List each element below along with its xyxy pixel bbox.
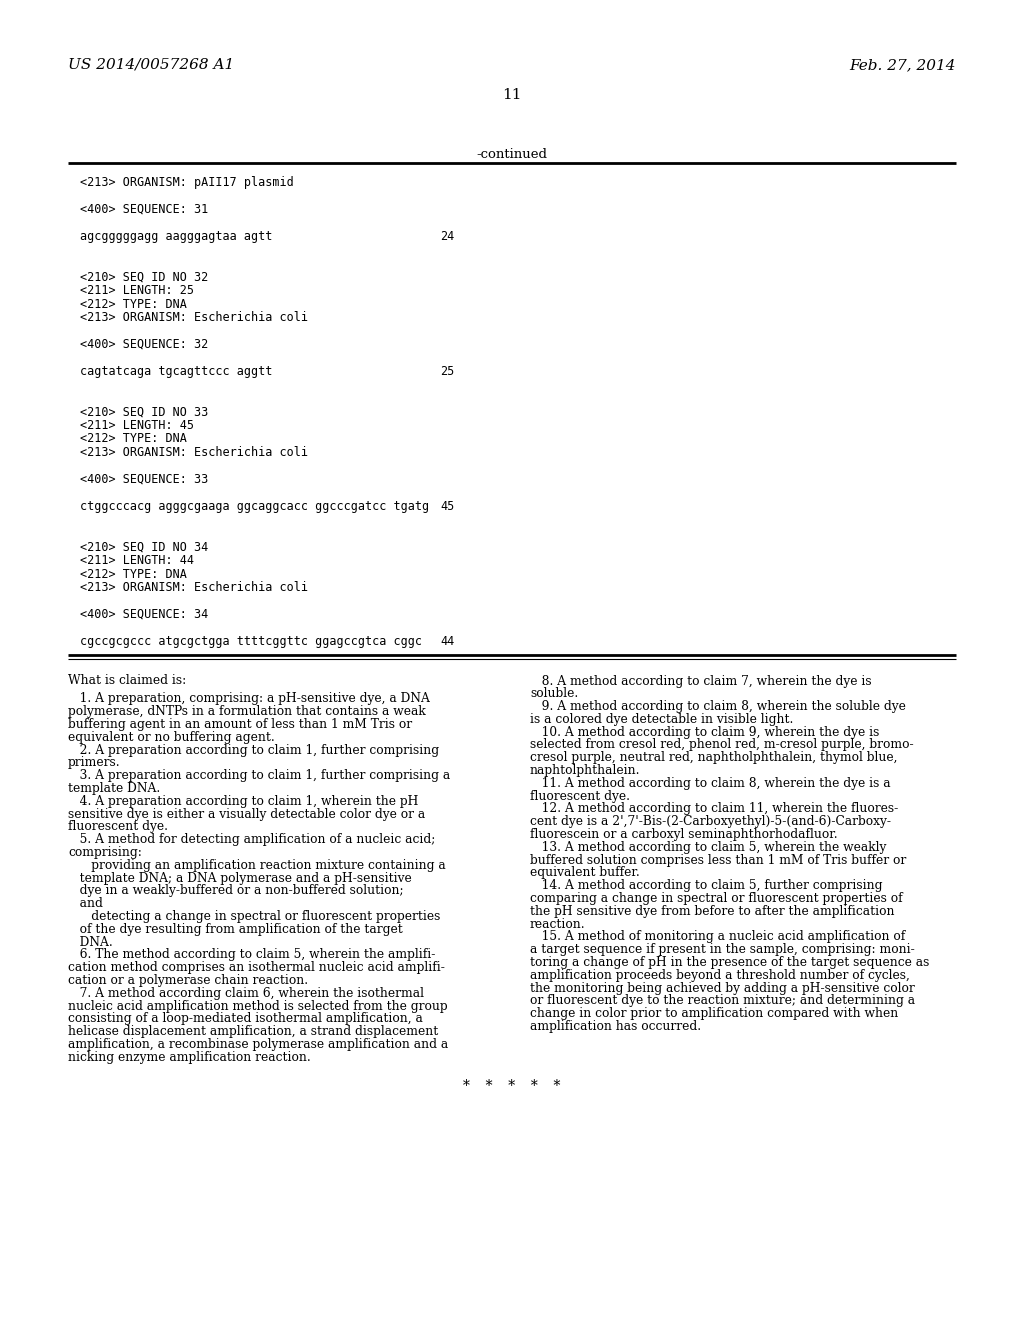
Text: sensitive dye is either a visually detectable color dye or a: sensitive dye is either a visually detec… — [68, 808, 425, 821]
Text: <400> SEQUENCE: 33: <400> SEQUENCE: 33 — [80, 473, 208, 486]
Text: amplification proceeds beyond a threshold number of cycles,: amplification proceeds beyond a threshol… — [530, 969, 910, 982]
Text: 24: 24 — [440, 230, 455, 243]
Text: 6. The method according to claim 5, wherein the amplifi-: 6. The method according to claim 5, wher… — [68, 948, 435, 961]
Text: 25: 25 — [440, 366, 455, 378]
Text: 1. A preparation, comprising: a pH-sensitive dye, a DNA: 1. A preparation, comprising: a pH-sensi… — [68, 693, 430, 705]
Text: <210> SEQ ID NO 34: <210> SEQ ID NO 34 — [80, 540, 208, 553]
Text: cresol purple, neutral red, naphtholphthalein, thymol blue,: cresol purple, neutral red, naphtholphth… — [530, 751, 897, 764]
Text: Feb. 27, 2014: Feb. 27, 2014 — [850, 58, 956, 73]
Text: 13. A method according to claim 5, wherein the weakly: 13. A method according to claim 5, where… — [530, 841, 887, 854]
Text: the monitoring being achieved by adding a pH-sensitive color: the monitoring being achieved by adding … — [530, 982, 914, 995]
Text: cation or a polymerase chain reaction.: cation or a polymerase chain reaction. — [68, 974, 308, 987]
Text: 15. A method of monitoring a nucleic acid amplification of: 15. A method of monitoring a nucleic aci… — [530, 931, 905, 944]
Text: amplification has occurred.: amplification has occurred. — [530, 1020, 701, 1034]
Text: and: and — [68, 898, 102, 911]
Text: cent dye is a 2',7'-Bis-(2-Carboxyethyl)-5-(and-6)-Carboxy-: cent dye is a 2',7'-Bis-(2-Carboxyethyl)… — [530, 816, 891, 828]
Text: fluorescent dye.: fluorescent dye. — [530, 789, 630, 803]
Text: 10. A method according to claim 9, wherein the dye is: 10. A method according to claim 9, where… — [530, 726, 880, 739]
Text: 9. A method according to claim 8, wherein the soluble dye: 9. A method according to claim 8, wherei… — [530, 700, 906, 713]
Text: of the dye resulting from amplification of the target: of the dye resulting from amplification … — [68, 923, 402, 936]
Text: buffering agent in an amount of less than 1 mM Tris or: buffering agent in an amount of less tha… — [68, 718, 412, 731]
Text: detecting a change in spectral or fluorescent properties: detecting a change in spectral or fluore… — [68, 909, 440, 923]
Text: 8. A method according to claim 7, wherein the dye is: 8. A method according to claim 7, wherei… — [530, 675, 871, 688]
Text: dye in a weakly-buffered or a non-buffered solution;: dye in a weakly-buffered or a non-buffer… — [68, 884, 403, 898]
Text: 4. A preparation according to claim 1, wherein the pH: 4. A preparation according to claim 1, w… — [68, 795, 419, 808]
Text: <400> SEQUENCE: 31: <400> SEQUENCE: 31 — [80, 203, 208, 216]
Text: DNA.: DNA. — [68, 936, 113, 949]
Text: *   *   *   *   *: * * * * * — [463, 1078, 561, 1093]
Text: buffered solution comprises less than 1 mM of Tris buffer or: buffered solution comprises less than 1 … — [530, 854, 906, 867]
Text: 11. A method according to claim 8, wherein the dye is a: 11. A method according to claim 8, where… — [530, 777, 891, 789]
Text: providing an amplification reaction mixture containing a: providing an amplification reaction mixt… — [68, 859, 445, 871]
Text: agcgggggagg aagggagtaa agtt: agcgggggagg aagggagtaa agtt — [80, 230, 272, 243]
Text: selected from cresol red, phenol red, m-cresol purple, bromo-: selected from cresol red, phenol red, m-… — [530, 738, 913, 751]
Text: a target sequence if present in the sample, comprising: moni-: a target sequence if present in the samp… — [530, 944, 914, 956]
Text: 44: 44 — [440, 635, 455, 648]
Text: <211> LENGTH: 45: <211> LENGTH: 45 — [80, 418, 194, 432]
Text: or fluorescent dye to the reaction mixture; and determining a: or fluorescent dye to the reaction mixtu… — [530, 994, 915, 1007]
Text: template DNA; a DNA polymerase and a pH-sensitive: template DNA; a DNA polymerase and a pH-… — [68, 871, 412, 884]
Text: the pH sensitive dye from before to after the amplification: the pH sensitive dye from before to afte… — [530, 906, 895, 917]
Text: 3. A preparation according to claim 1, further comprising a: 3. A preparation according to claim 1, f… — [68, 770, 451, 783]
Text: <211> LENGTH: 44: <211> LENGTH: 44 — [80, 554, 194, 568]
Text: polymerase, dNTPs in a formulation that contains a weak: polymerase, dNTPs in a formulation that … — [68, 705, 426, 718]
Text: fluorescein or a carboxyl seminaphthorhodafluor.: fluorescein or a carboxyl seminaphthorho… — [530, 828, 838, 841]
Text: 5. A method for detecting amplification of a nucleic acid;: 5. A method for detecting amplification … — [68, 833, 435, 846]
Text: <212> TYPE: DNA: <212> TYPE: DNA — [80, 433, 186, 446]
Text: equivalent or no buffering agent.: equivalent or no buffering agent. — [68, 731, 274, 743]
Text: fluorescent dye.: fluorescent dye. — [68, 821, 168, 833]
Text: -continued: -continued — [476, 148, 548, 161]
Text: 14. A method according to claim 5, further comprising: 14. A method according to claim 5, furth… — [530, 879, 883, 892]
Text: cagtatcaga tgcagttccc aggtt: cagtatcaga tgcagttccc aggtt — [80, 366, 272, 378]
Text: <213> ORGANISM: Escherichia coli: <213> ORGANISM: Escherichia coli — [80, 312, 308, 323]
Text: <212> TYPE: DNA: <212> TYPE: DNA — [80, 568, 186, 581]
Text: 11: 11 — [502, 88, 522, 102]
Text: 12. A method according to claim 11, wherein the fluores-: 12. A method according to claim 11, wher… — [530, 803, 898, 816]
Text: comparing a change in spectral or fluorescent properties of: comparing a change in spectral or fluore… — [530, 892, 902, 906]
Text: <213> ORGANISM: Escherichia coli: <213> ORGANISM: Escherichia coli — [80, 581, 308, 594]
Text: consisting of a loop-mediated isothermal amplification, a: consisting of a loop-mediated isothermal… — [68, 1012, 423, 1026]
Text: nicking enzyme amplification reaction.: nicking enzyme amplification reaction. — [68, 1051, 310, 1064]
Text: What is claimed is:: What is claimed is: — [68, 675, 186, 688]
Text: equivalent buffer.: equivalent buffer. — [530, 866, 640, 879]
Text: cgccgcgccc atgcgctgga ttttcggttc ggagccgtca cggc: cgccgcgccc atgcgctgga ttttcggttc ggagccg… — [80, 635, 422, 648]
Text: is a colored dye detectable in visible light.: is a colored dye detectable in visible l… — [530, 713, 794, 726]
Text: helicase displacement amplification, a strand displacement: helicase displacement amplification, a s… — [68, 1026, 438, 1039]
Text: 7. A method according claim 6, wherein the isothermal: 7. A method according claim 6, wherein t… — [68, 987, 424, 999]
Text: <213> ORGANISM: Escherichia coli: <213> ORGANISM: Escherichia coli — [80, 446, 308, 459]
Text: 45: 45 — [440, 500, 455, 513]
Text: <400> SEQUENCE: 32: <400> SEQUENCE: 32 — [80, 338, 208, 351]
Text: cation method comprises an isothermal nucleic acid amplifi-: cation method comprises an isothermal nu… — [68, 961, 444, 974]
Text: <210> SEQ ID NO 32: <210> SEQ ID NO 32 — [80, 271, 208, 284]
Text: <212> TYPE: DNA: <212> TYPE: DNA — [80, 297, 186, 310]
Text: <400> SEQUENCE: 34: <400> SEQUENCE: 34 — [80, 609, 208, 620]
Text: reaction.: reaction. — [530, 917, 586, 931]
Text: <210> SEQ ID NO 33: <210> SEQ ID NO 33 — [80, 405, 208, 418]
Text: 2. A preparation according to claim 1, further comprising: 2. A preparation according to claim 1, f… — [68, 743, 439, 756]
Text: soluble.: soluble. — [530, 688, 579, 701]
Text: naphtolphthalein.: naphtolphthalein. — [530, 764, 640, 777]
Text: primers.: primers. — [68, 756, 121, 770]
Text: change in color prior to amplification compared with when: change in color prior to amplification c… — [530, 1007, 898, 1020]
Text: comprising:: comprising: — [68, 846, 142, 859]
Text: <213> ORGANISM: pAII17 plasmid: <213> ORGANISM: pAII17 plasmid — [80, 176, 294, 189]
Text: nucleic acid amplification method is selected from the group: nucleic acid amplification method is sel… — [68, 999, 447, 1012]
Text: <211> LENGTH: 25: <211> LENGTH: 25 — [80, 284, 194, 297]
Text: amplification, a recombinase polymerase amplification and a: amplification, a recombinase polymerase … — [68, 1038, 449, 1051]
Text: US 2014/0057268 A1: US 2014/0057268 A1 — [68, 58, 234, 73]
Text: template DNA.: template DNA. — [68, 781, 160, 795]
Text: toring a change of pH in the presence of the target sequence as: toring a change of pH in the presence of… — [530, 956, 930, 969]
Text: ctggcccacg agggcgaaga ggcaggcacc ggcccgatcc tgatg: ctggcccacg agggcgaaga ggcaggcacc ggcccga… — [80, 500, 429, 513]
